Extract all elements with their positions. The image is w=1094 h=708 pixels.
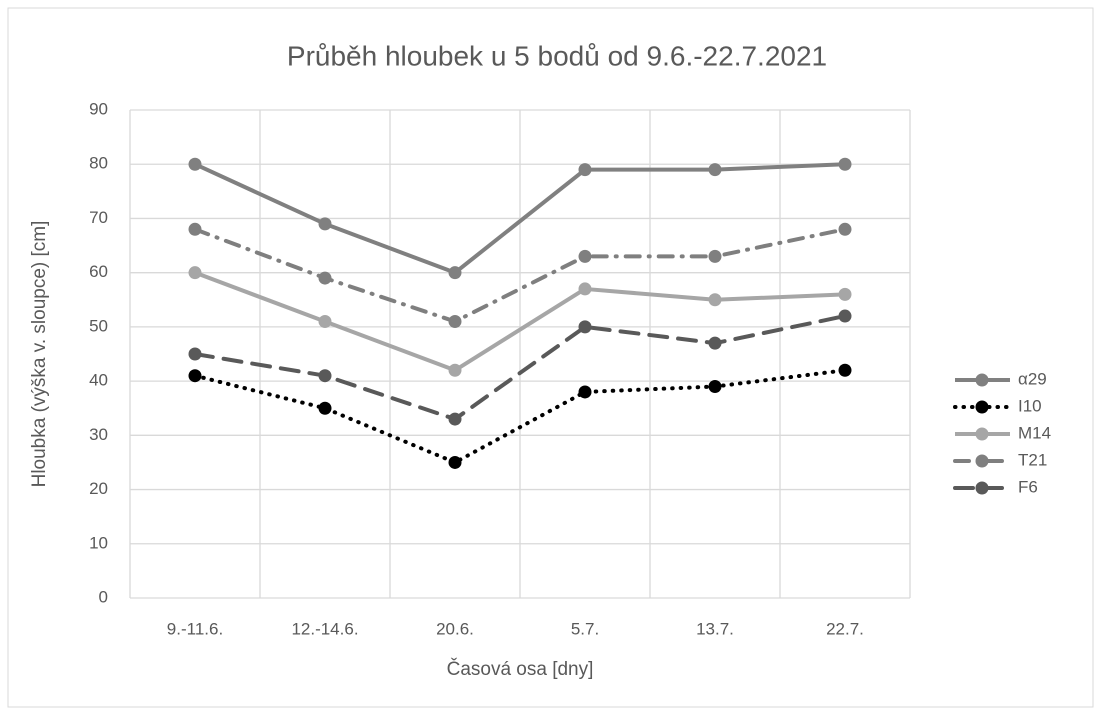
legend-marker (975, 481, 989, 495)
legend-marker (975, 427, 989, 441)
point (448, 455, 462, 469)
series-line (194, 162, 846, 275)
point (838, 363, 852, 377)
legend-label: M14 (1018, 423, 1051, 442)
x-axis-title: Časová osa [dny] (447, 658, 594, 680)
chart-border (7, 7, 1094, 708)
point (448, 266, 462, 280)
point (318, 217, 332, 231)
y-tick-label: 0 (99, 587, 108, 606)
x-tick-label: 13.7. (696, 619, 734, 638)
point (318, 401, 332, 415)
y-tick-label: 50 (89, 316, 108, 335)
point (708, 380, 722, 394)
point (188, 157, 202, 171)
point (318, 369, 332, 383)
point (578, 249, 592, 263)
point (708, 293, 722, 307)
legend-marker (975, 400, 989, 414)
y-tick-label: 30 (89, 425, 108, 444)
point (188, 222, 202, 236)
y-tick-label: 10 (89, 533, 108, 552)
legend-label: F6 (1018, 477, 1038, 496)
legend-label: I10 (1018, 396, 1042, 415)
point (838, 157, 852, 171)
chart-title: Průběh hloubek u 5 bodů od 9.6.-22.7.202… (287, 40, 827, 71)
y-tick-label: 20 (89, 479, 108, 498)
y-tick-label: 90 (89, 99, 108, 118)
y-tick-label: 40 (89, 371, 108, 390)
point (838, 309, 852, 323)
point (578, 282, 592, 296)
series-line (194, 270, 846, 373)
point (318, 314, 332, 328)
legend-marker (975, 373, 989, 387)
series-line (193, 314, 847, 422)
point (708, 249, 722, 263)
point (838, 287, 852, 301)
point (578, 385, 592, 399)
point (448, 412, 462, 426)
x-tick-label: 5.7. (571, 619, 599, 638)
legend-label: α29 (1018, 369, 1047, 388)
point (448, 314, 462, 328)
point (188, 369, 202, 383)
y-tick-label: 70 (89, 208, 108, 227)
point (838, 222, 852, 236)
point (188, 347, 202, 361)
series-line (193, 368, 847, 465)
point (708, 336, 722, 350)
point (578, 163, 592, 177)
legend-marker (975, 454, 989, 468)
point (318, 271, 332, 285)
point (578, 320, 592, 334)
y-axis-title: Hloubka (výška v. sloupce) [cm] (29, 221, 50, 488)
y-tick-label: 80 (89, 154, 108, 173)
y-tick-label: 60 (89, 262, 108, 281)
point (708, 163, 722, 177)
x-tick-label: 20.6. (436, 619, 474, 638)
legend-label: T21 (1018, 450, 1047, 469)
series-line (193, 227, 847, 324)
point (188, 266, 202, 280)
x-tick-label: 9.-11.6. (167, 619, 223, 638)
point (448, 363, 462, 377)
x-tick-label: 12.-14.6. (291, 619, 358, 638)
x-tick-label: 22.7. (826, 619, 864, 638)
